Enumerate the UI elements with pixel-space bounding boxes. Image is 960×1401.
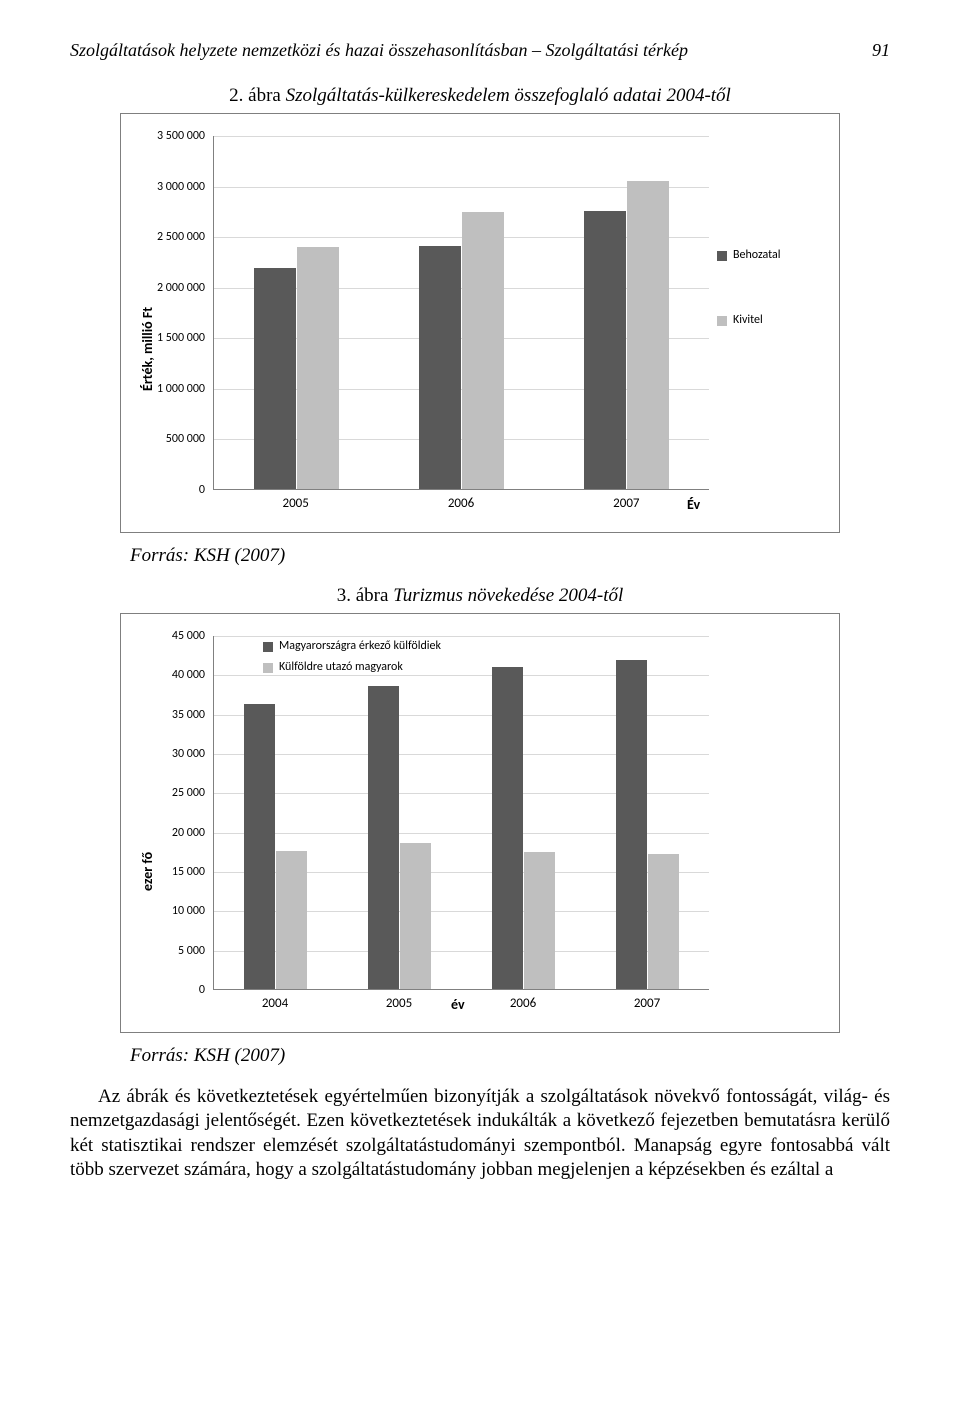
ytick-label: 3 500 000 [121, 129, 205, 143]
ytick-label: 25 000 [121, 786, 205, 800]
legend-swatch [263, 642, 273, 652]
xtick-label: 2005 [386, 996, 412, 1011]
bar [648, 854, 679, 989]
xtick-label: 2007 [613, 496, 639, 511]
bar [524, 852, 555, 989]
xtick-label: 2006 [510, 996, 536, 1011]
body-paragraph: Az ábrák és következtetések egyértelműen… [70, 1085, 890, 1182]
figure1-caption-title: Szolgáltatás-külkereskedelem összefoglal… [286, 85, 731, 106]
plot-area [213, 636, 709, 990]
legend-swatch [717, 251, 727, 261]
bar [244, 704, 275, 989]
bar [627, 181, 669, 489]
page-header: Szolgáltatások helyzete nemzetközi és ha… [70, 40, 890, 61]
legend-swatch [717, 316, 727, 326]
plot-area [213, 136, 709, 490]
figure1-source: Forrás: KSH (2007) [130, 545, 890, 567]
legend-swatch [263, 663, 273, 673]
ytick-label: 1 000 000 [121, 382, 205, 396]
bar [492, 667, 523, 989]
ytick-label: 30 000 [121, 747, 205, 761]
ytick-label: 5 000 [121, 944, 205, 958]
page-number: 91 [872, 40, 890, 61]
ytick-label: 500 000 [121, 432, 205, 446]
xaxis-title: Év [687, 496, 700, 513]
legend-label: Behozatal [733, 249, 781, 262]
bar [297, 247, 339, 489]
ytick-label: 35 000 [121, 708, 205, 722]
xtick-label: 2005 [282, 496, 308, 511]
figure2-caption-num: 3. ábra [337, 585, 389, 606]
legend-item: Külföldre utazó magyarok [263, 661, 463, 674]
figure2-source: Forrás: KSH (2007) [130, 1045, 890, 1067]
bar [616, 660, 647, 989]
bar [462, 212, 504, 489]
ytick-label: 10 000 [121, 904, 205, 918]
figure2-chart: 0 5 000 10 000 15 000 20 000 25 000 30 000 35 0… [120, 613, 840, 1033]
figure2-caption: 3. ábra Turizmus növekedése 2004-től [70, 585, 890, 607]
figure1-chart: 0 500 000 1 000 000 1 500 000 2 000 000 2 500… [120, 113, 840, 533]
xaxis-title: év [451, 996, 465, 1013]
legend-item: Kivitel [717, 314, 829, 327]
yaxis-title: Érték, millió Ft [139, 307, 156, 391]
ytick-label: 0 [121, 483, 205, 497]
ytick-label: 15 000 [121, 865, 205, 879]
ytick-label: 1 500 000 [121, 331, 205, 345]
ytick-label: 2 500 000 [121, 230, 205, 244]
bar [400, 843, 431, 989]
figure2-caption-title: Turizmus növekedése 2004-től [393, 585, 623, 606]
legend-item: Behozatal [717, 249, 829, 262]
bar [584, 211, 626, 489]
bar [419, 246, 461, 489]
ytick-label: 3 000 000 [121, 180, 205, 194]
legend: Behozatal Kivitel [717, 249, 829, 329]
ytick-label: 0 [121, 983, 205, 997]
legend: Magyarországra érkező külföldiek Külföldr… [263, 640, 463, 676]
figure1-caption: 2. ábra Szolgáltatás-külkereskedelem öss… [70, 85, 890, 107]
ytick-label: 40 000 [121, 668, 205, 682]
ytick-label: 45 000 [121, 629, 205, 643]
legend-label: Kivitel [733, 314, 763, 327]
ytick-label: 2 000 000 [121, 281, 205, 295]
xtick-label: 2006 [448, 496, 474, 511]
bar [368, 686, 399, 989]
running-title: Szolgáltatások helyzete nemzetközi és ha… [70, 40, 688, 61]
gridline [214, 636, 709, 637]
yaxis-title: ezer fő [139, 852, 156, 891]
body-text: Az ábrák és következtetések egyértelműen… [70, 1085, 890, 1182]
legend-label: Magyarországra érkező külföldiek [279, 640, 441, 653]
bar [276, 851, 307, 989]
ytick-label: 20 000 [121, 826, 205, 840]
legend-item: Magyarországra érkező külföldiek [263, 640, 463, 653]
gridline [214, 136, 709, 137]
xtick-label: 2007 [634, 996, 660, 1011]
legend-label: Külföldre utazó magyarok [279, 661, 403, 674]
figure1-caption-num: 2. ábra [229, 85, 281, 106]
xtick-label: 2004 [262, 996, 288, 1011]
bar [254, 268, 296, 490]
